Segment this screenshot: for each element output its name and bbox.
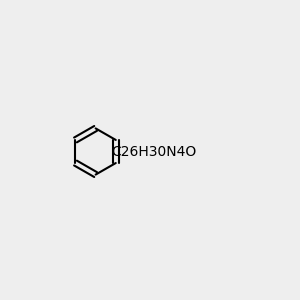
Text: C26H30N4O: C26H30N4O [111, 145, 196, 158]
